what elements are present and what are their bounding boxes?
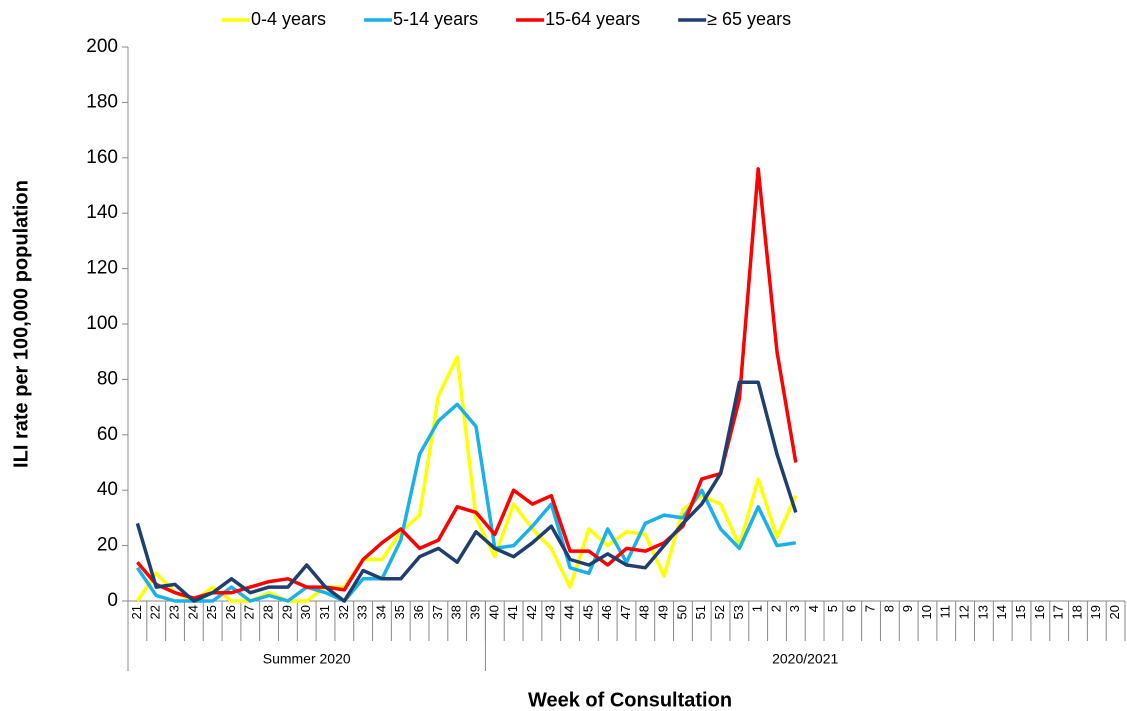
x-tick-label: 52	[712, 605, 727, 619]
x-tick-label: 34	[373, 605, 388, 619]
x-tick-label: 50	[674, 605, 689, 619]
group-label: Summer 2020	[263, 651, 351, 667]
y-tick-label: 40	[97, 479, 118, 500]
x-tick-label: 1	[750, 605, 765, 612]
x-tick-label: 46	[599, 605, 614, 619]
x-tick-label: 4	[806, 605, 821, 612]
legend-label: 15-64 years	[545, 9, 640, 29]
x-tick-label: 39	[467, 605, 482, 619]
x-tick-label: 41	[505, 605, 520, 619]
x-tick-label: 40	[486, 605, 501, 619]
x-tick-label: 3	[787, 605, 802, 612]
x-tick-label: 2	[768, 605, 783, 612]
series-line	[135, 402, 797, 603]
x-tick-label: 29	[279, 605, 294, 619]
x-tick-label: 42	[524, 605, 539, 619]
x-tick-label: 33	[355, 605, 370, 619]
x-tick-label: 32	[336, 605, 351, 619]
x-tick-label: 38	[449, 605, 464, 619]
x-axis-title: Week of Consultation	[528, 689, 732, 711]
x-tick-label: 45	[580, 605, 595, 619]
x-tick-label: 30	[298, 605, 313, 619]
x-tick-label: 10	[919, 605, 934, 619]
x-tick-label: 13	[975, 605, 990, 619]
x-tick-label: 19	[1088, 605, 1103, 619]
legend-label: 0-4 years	[251, 9, 326, 29]
x-tick-label: 17	[1051, 605, 1066, 619]
x-tick-label: 25	[204, 605, 219, 619]
x-tick-label: 26	[223, 605, 238, 619]
x-tick-label: 6	[844, 605, 859, 612]
y-tick-label: 180	[86, 91, 118, 112]
y-tick-label: 200	[86, 36, 118, 57]
x-tick-label: 5	[825, 605, 840, 612]
y-tick-label: 140	[86, 202, 118, 223]
x-tick-label: 21	[129, 605, 144, 619]
series-line	[136, 167, 798, 600]
series-line	[135, 355, 798, 603]
x-tick-label: 36	[411, 605, 426, 619]
y-tick-label: 60	[97, 424, 118, 445]
y-axis-title: ILI rate per 100,000 population	[10, 180, 32, 468]
y-tick-label: 80	[97, 368, 118, 389]
x-tick-label: 22	[148, 605, 163, 619]
x-tick-label: 20	[1107, 605, 1122, 619]
x-tick-label: 23	[166, 605, 181, 619]
x-tick-label: 7	[862, 605, 877, 612]
x-tick-label: 28	[261, 605, 276, 619]
y-tick-label: 0	[107, 590, 118, 611]
x-tick-label: 27	[242, 605, 257, 619]
x-tick-label: 43	[543, 605, 558, 619]
x-tick-label: 8	[881, 605, 896, 612]
group-label: 2020/2021	[772, 651, 838, 667]
x-tick-label: 49	[656, 605, 671, 619]
x-tick-label: 24	[185, 605, 200, 619]
x-tick-label: 37	[430, 605, 445, 619]
y-tick-label: 20	[97, 535, 118, 556]
x-tick-label: 47	[618, 605, 633, 619]
y-tick-label: 160	[86, 147, 118, 168]
x-tick-label: 31	[317, 605, 332, 619]
series-line	[135, 380, 798, 603]
x-tick-label: 16	[1032, 605, 1047, 619]
x-tick-label: 48	[637, 605, 652, 619]
legend-label: ≥ 65 years	[707, 9, 791, 29]
x-tick-label: 18	[1069, 605, 1084, 619]
x-tick-label: 15	[1013, 605, 1028, 619]
x-tick-label: 53	[731, 605, 746, 619]
legend-label: 5-14 years	[393, 9, 478, 29]
y-tick-label: 120	[86, 258, 118, 279]
x-tick-label: 51	[693, 605, 708, 619]
x-tick-label: 12	[957, 605, 972, 619]
x-tick-label: 44	[562, 605, 577, 619]
x-tick-label: 14	[994, 605, 1009, 619]
y-tick-label: 100	[86, 313, 118, 334]
x-tick-label: 35	[392, 605, 407, 619]
x-tick-label: 11	[938, 605, 953, 619]
x-tick-label: 9	[900, 605, 915, 612]
